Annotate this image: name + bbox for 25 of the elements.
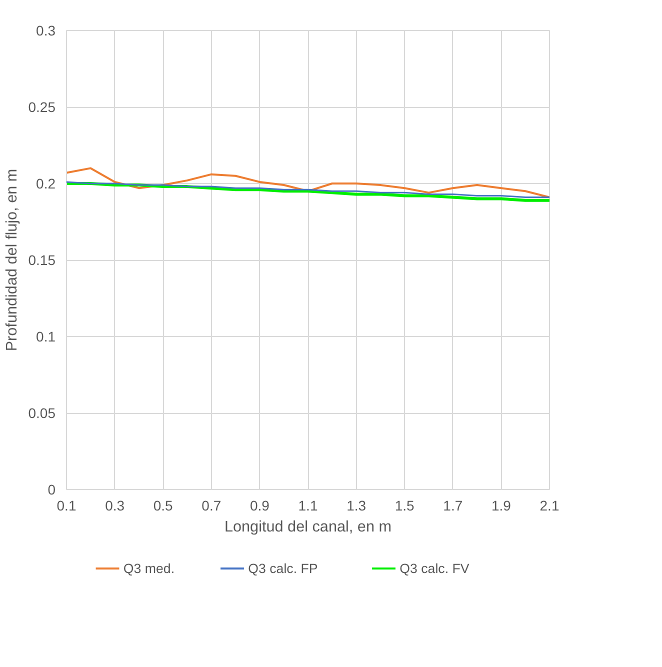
x-tick-label: 1.9 xyxy=(491,498,512,514)
x-tick-label: 1.7 xyxy=(443,498,463,514)
x-tick-label: 0.3 xyxy=(105,498,125,514)
y-tick-label: 0.3 xyxy=(36,22,56,38)
y-tick-label: 0.05 xyxy=(28,405,56,421)
y-tick-label: 0.15 xyxy=(28,252,56,268)
legend-label: Q3 med. xyxy=(123,561,175,576)
line-series xyxy=(66,181,550,198)
x-tick-label: 0.9 xyxy=(250,498,270,514)
legend-label: Q3 calc. FV xyxy=(400,561,470,576)
y-tick-label: 0.25 xyxy=(28,99,56,115)
x-tick-label: 1.3 xyxy=(346,498,366,514)
x-tick-label: 0.5 xyxy=(153,498,174,514)
x-tick-label: 2.1 xyxy=(540,498,560,514)
x-tick-label: 1.1 xyxy=(298,498,318,514)
x-tick-label: 1.5 xyxy=(394,498,415,514)
y-tick-label: 0.1 xyxy=(36,328,56,344)
y-axis-title: Profundidad del flujo, en m xyxy=(3,168,20,352)
x-axis-title: Longitud del canal, en m xyxy=(224,518,392,536)
line-series xyxy=(66,167,550,198)
y-tick-label: 0.2 xyxy=(36,176,56,192)
y-tick-label: 0 xyxy=(48,482,56,498)
x-tick-label: 0.1 xyxy=(56,498,76,514)
legend-label: Q3 calc. FP xyxy=(248,561,318,576)
x-tick-label: 0.7 xyxy=(202,498,222,514)
